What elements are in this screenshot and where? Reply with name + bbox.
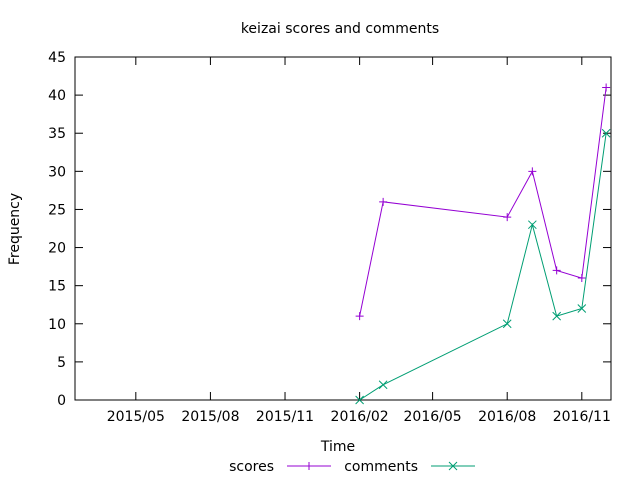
x-tick-label: 2015/08: [181, 409, 239, 425]
x-tick-label: 2015/11: [256, 409, 314, 425]
data-point-scores: [503, 213, 512, 222]
data-point-comments: [502, 319, 512, 329]
x-axis-label: Time: [320, 439, 355, 455]
y-tick-label: 0: [57, 393, 66, 409]
y-tick-label: 45: [48, 50, 66, 66]
legend-label-scores: scores: [229, 459, 274, 475]
x-tick-label: 2016/02: [331, 409, 389, 425]
data-point-scores: [577, 274, 586, 283]
y-tick-label: 15: [48, 279, 66, 295]
y-tick-label: 40: [48, 88, 66, 104]
data-point-scores: [379, 197, 388, 206]
data-point-scores: [552, 266, 561, 275]
data-point-comments: [355, 395, 364, 405]
y-tick-label: 25: [48, 202, 66, 218]
data-point-comments: [577, 304, 587, 313]
y-axis: 0 5 10 15 20 25 30 35 40 45: [48, 50, 611, 409]
legend: scores comments: [229, 459, 475, 475]
data-point-comments: [527, 220, 537, 230]
x-tick-label: 2016/11: [553, 409, 611, 425]
y-tick-label: 30: [48, 164, 66, 180]
y-tick-label: 35: [48, 126, 66, 142]
data-point-comments: [601, 128, 611, 138]
series-layer: [355, 83, 611, 405]
data-point-scores: [355, 312, 364, 321]
data-point-comments: [552, 311, 562, 321]
plot-border: [74, 56, 612, 401]
chart-title: keizai scores and comments: [241, 21, 439, 37]
x-tick-label: 2016/05: [404, 409, 462, 425]
data-point-comments: [378, 380, 388, 390]
y-axis-label: Frequency: [7, 193, 23, 265]
series-line-scores: [359, 87, 607, 317]
legend-marker-comments: [448, 461, 458, 471]
plot-frame: [74, 56, 612, 401]
legend-marker-scores: [305, 462, 313, 470]
y-tick-label: 5: [57, 355, 66, 371]
legend-label-comments: comments: [344, 459, 418, 475]
data-point-scores: [602, 83, 611, 92]
x-tick-label: 2016/08: [478, 409, 536, 425]
x-tick-label: 2015/05: [107, 409, 165, 425]
y-tick-label: 20: [48, 241, 66, 257]
data-point-scores: [528, 167, 537, 176]
y-tick-label: 10: [48, 317, 66, 333]
x-axis: 2015/05 2015/08 2015/11 2016/02 2016/05 2016/…: [107, 57, 611, 425]
series-line-comments: [359, 133, 607, 401]
